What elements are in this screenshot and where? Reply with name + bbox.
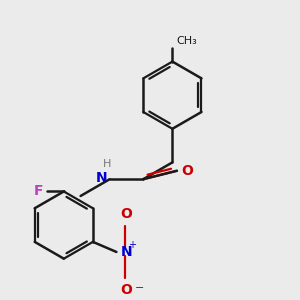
Text: N: N — [121, 245, 132, 259]
Text: N: N — [95, 171, 107, 185]
Text: H: H — [103, 159, 111, 169]
Text: −: − — [135, 283, 144, 293]
Text: +: + — [128, 240, 136, 250]
Text: O: O — [120, 283, 132, 297]
Text: O: O — [120, 207, 132, 220]
Text: CH₃: CH₃ — [177, 36, 197, 46]
Text: F: F — [33, 184, 43, 199]
Text: O: O — [181, 164, 193, 178]
